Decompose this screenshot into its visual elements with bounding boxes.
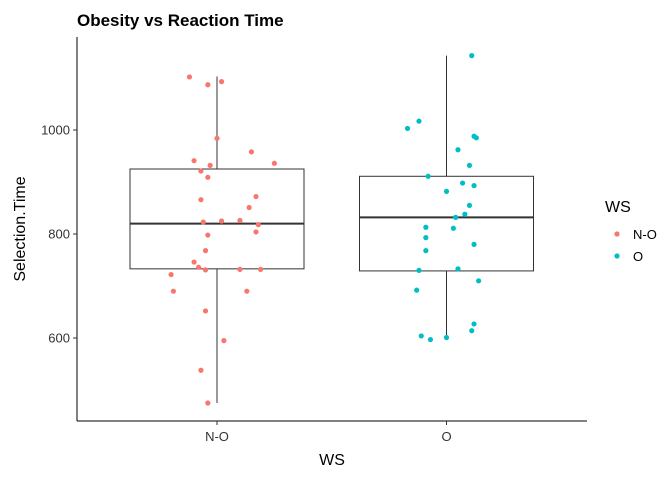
data-point: [425, 173, 431, 179]
data-point: [207, 162, 213, 168]
data-point: [198, 197, 204, 203]
data-point: [258, 266, 264, 272]
legend-label-O: O: [633, 249, 643, 264]
legend-title: WS: [605, 199, 631, 216]
data-point: [205, 400, 211, 406]
data-point: [205, 174, 211, 180]
box-N-O: [129, 76, 305, 403]
data-point: [191, 259, 197, 265]
data-point: [202, 308, 209, 314]
y-axis-title: Selection.Time: [12, 176, 29, 281]
legend: WS N-O O: [605, 199, 657, 264]
y-tick-label: 1000: [41, 123, 70, 138]
y-tick-label: 600: [48, 331, 70, 346]
y-tick-label: 800: [48, 227, 70, 242]
data-point: [469, 328, 475, 334]
data-point: [244, 288, 250, 294]
data-point: [466, 202, 473, 208]
data-point: [443, 334, 450, 341]
data-point: [205, 232, 211, 238]
data-point: [202, 248, 209, 254]
data-point: [200, 219, 206, 225]
series-O: [404, 53, 482, 343]
data-point: [462, 211, 468, 217]
data-point: [253, 193, 259, 200]
data-point: [186, 74, 193, 80]
data-point: [248, 149, 255, 155]
data-point: [253, 229, 259, 235]
data-point: [455, 147, 461, 153]
y-ticks: 600 800 1000: [41, 123, 77, 346]
data-point: [423, 224, 429, 230]
data-point: [221, 338, 227, 344]
data-point: [414, 287, 420, 293]
data-point: [455, 266, 461, 272]
data-point: [271, 160, 277, 166]
x-ticks: N-O O: [205, 421, 452, 444]
data-point: [459, 180, 466, 186]
data-point: [416, 267, 422, 273]
data-point: [427, 336, 434, 343]
data-point: [205, 82, 211, 88]
legend-label-N-O: N-O: [633, 227, 657, 242]
data-point: [423, 235, 429, 241]
data-point: [191, 158, 197, 164]
data-point: [471, 241, 477, 247]
data-point: [471, 321, 477, 327]
data-point: [443, 188, 450, 194]
plot-area: [129, 53, 534, 406]
series-N-O: [168, 74, 277, 406]
data-point: [246, 204, 252, 211]
data-point: [202, 267, 209, 273]
data-point: [466, 162, 473, 168]
data-point: [237, 266, 243, 272]
legend-key-N-O: [614, 231, 620, 237]
data-point: [196, 264, 202, 270]
data-point: [198, 168, 204, 174]
data-point: [418, 333, 424, 339]
box-iqr: [359, 175, 534, 272]
data-point: [255, 222, 261, 228]
data-point: [218, 79, 225, 85]
x-axis-title: WS: [319, 452, 345, 469]
data-point: [450, 225, 456, 231]
data-point: [416, 118, 422, 124]
chart-title: Obesity vs Reaction Time: [77, 11, 284, 30]
data-point: [473, 135, 479, 141]
box-O: [359, 55, 534, 338]
data-point: [170, 288, 176, 294]
x-tick-label: O: [441, 429, 451, 444]
data-point: [469, 53, 475, 59]
data-point: [214, 135, 220, 141]
data-point: [476, 278, 482, 284]
data-point: [237, 217, 243, 224]
data-point: [423, 248, 429, 254]
data-point: [471, 183, 477, 189]
data-point: [453, 214, 459, 220]
data-point: [218, 218, 225, 224]
data-point: [404, 125, 411, 132]
legend-key-O: [614, 253, 620, 259]
data-point: [198, 367, 204, 373]
box-iqr: [129, 168, 305, 270]
data-point: [168, 271, 174, 278]
x-tick-label: N-O: [205, 429, 229, 444]
